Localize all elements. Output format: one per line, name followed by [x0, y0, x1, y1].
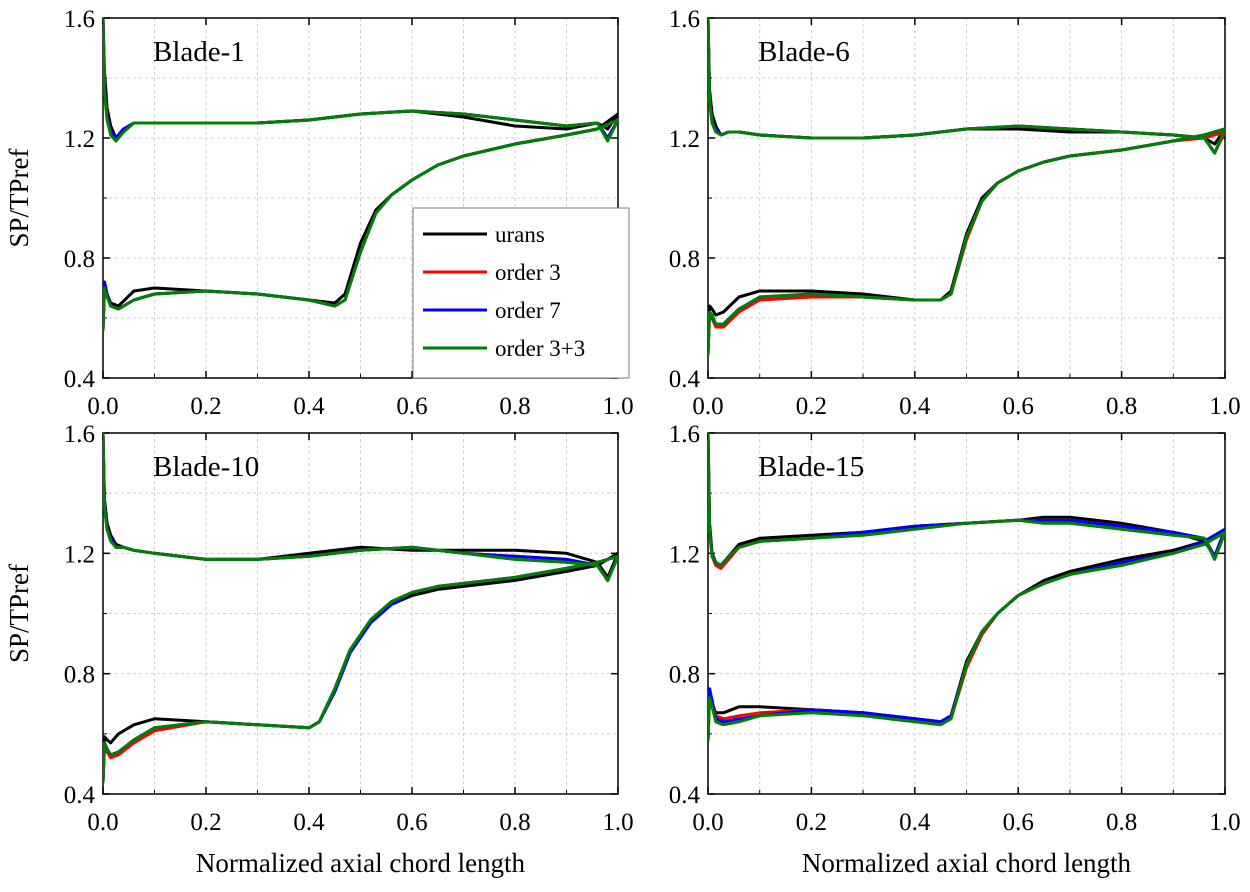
series-group [708, 433, 1225, 742]
y-axis-title: SP/TPref [4, 148, 34, 247]
series-line-order-3-3-lower [708, 127, 1225, 356]
y-tick-label: 1.2 [64, 126, 95, 153]
x-tick-label: 0.8 [499, 809, 530, 836]
y-tick-label: 0.4 [64, 782, 96, 809]
y-tick-label: 1.2 [669, 541, 700, 568]
series-line-order-3-3-lower [103, 118, 618, 332]
panel-title: Blade-10 [153, 451, 259, 483]
x-tick-label: 0.6 [1003, 393, 1034, 420]
series-line-order-3-3-lower [103, 554, 618, 784]
series-group [103, 433, 618, 784]
series-line-order-3-3-upper [103, 18, 618, 143]
x-tick-label: 0.6 [396, 809, 427, 836]
panel-2: 0.0 0.2 0.4 0.6 0.8 1.0 0.4 0.8 1.2 1.6 Blade-6 [669, 6, 1241, 420]
y-tick-label: 1.6 [64, 421, 95, 448]
series-line-order-3-3-upper [103, 433, 618, 582]
legend-label-urans: urans [495, 222, 545, 247]
panel-4: 0.0 0.2 0.4 0.6 0.8 1.0 0.4 0.8 1.2 1.6 Normalized… [669, 421, 1241, 878]
x-tick-label: 0.2 [796, 809, 827, 836]
series-line-order-3-3-upper [708, 433, 1225, 567]
panel-title: Blade-6 [758, 36, 850, 68]
x-tick-label: 1.0 [602, 809, 633, 836]
legend-label-order-3: order 3 [495, 260, 561, 285]
panel-3: 0.0 0.2 0.4 0.6 0.8 1.0 0.4 0.8 1.2 1.6 SP/TPref No… [4, 421, 634, 878]
y-axis-title: SP/TPref [4, 564, 34, 663]
x-tick-label: 0.4 [899, 393, 931, 420]
x-tick-label: 0.0 [87, 393, 118, 420]
legend-label-order-7: order 7 [495, 298, 561, 323]
x-axis-title: Normalized axial chord length [802, 848, 1132, 878]
x-tick-label: 0.8 [1106, 393, 1137, 420]
x-tick-label: 0.4 [293, 809, 325, 836]
panel-1: 0.0 0.2 0.4 0.6 0.8 1.0 0.4 0.8 1.2 1.6 SP/TPref Bl… [4, 6, 634, 420]
x-tick-label: 0.0 [692, 393, 723, 420]
x-tick-label: 1.0 [602, 393, 633, 420]
y-tick-label: 0.4 [669, 782, 701, 809]
x-tick-label: 0.4 [293, 393, 325, 420]
x-tick-label: 0.6 [1003, 809, 1034, 836]
series-line-order-3-3-lower [708, 530, 1225, 742]
legend: urans order 3 order 7 order 3+3 [412, 207, 630, 379]
y-tick-label: 1.2 [64, 541, 95, 568]
panel-title: Blade-1 [153, 36, 245, 68]
x-tick-label: 1.0 [1209, 393, 1240, 420]
panel-title: Blade-15 [758, 451, 864, 483]
x-tick-label: 0.4 [899, 809, 931, 836]
x-tick-label: 0.6 [396, 393, 427, 420]
y-tick-label: 0.4 [669, 366, 701, 393]
x-tick-label: 0.2 [796, 393, 827, 420]
x-axis-title: Normalized axial chord length [196, 848, 526, 878]
x-tick-label: 0.8 [1106, 809, 1137, 836]
x-tick-label: 0.0 [692, 809, 723, 836]
y-tick-label: 1.6 [64, 6, 95, 33]
series-group [708, 18, 1225, 356]
y-tick-label: 0.8 [64, 246, 95, 273]
x-tick-label: 0.2 [190, 393, 221, 420]
y-tick-label: 0.8 [669, 662, 700, 689]
x-tick-label: 0.0 [87, 809, 118, 836]
x-tick-label: 0.8 [499, 393, 530, 420]
y-tick-label: 0.8 [64, 662, 95, 689]
x-tick-label: 1.0 [1209, 809, 1240, 836]
y-tick-label: 0.4 [64, 366, 96, 393]
series-line-order-3-3-upper [708, 18, 1225, 155]
legend-box [412, 207, 630, 379]
y-tick-label: 0.8 [669, 246, 700, 273]
y-tick-label: 1.6 [669, 6, 700, 33]
legend-label-order-3-3: order 3+3 [495, 336, 585, 361]
y-tick-label: 1.6 [669, 421, 700, 448]
x-tick-label: 0.2 [190, 809, 221, 836]
y-tick-label: 1.2 [669, 126, 700, 153]
series-group [103, 18, 618, 332]
